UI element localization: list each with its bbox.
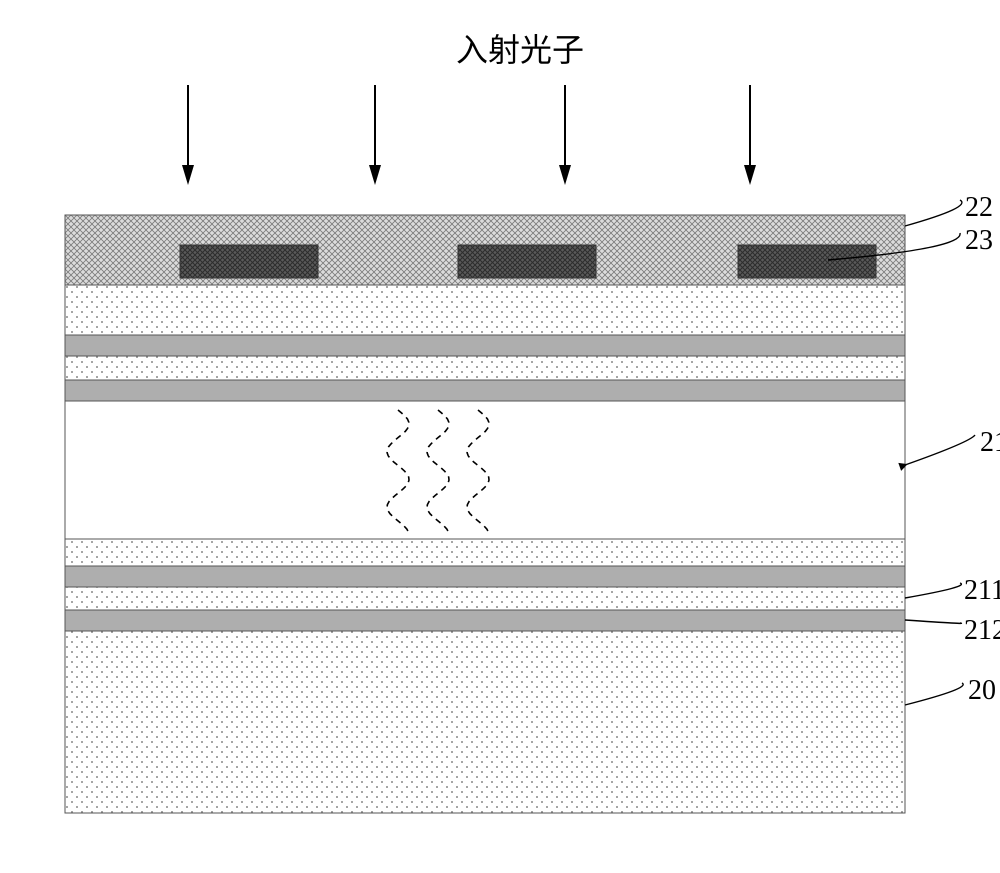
callout-label-212: 212 xyxy=(964,615,1000,647)
callout-label-21: 21 xyxy=(980,427,1000,459)
callout-label-22: 22 xyxy=(965,192,993,224)
diagram-container: 入射光子 2223 21 211 212 20 xyxy=(20,20,1000,853)
callout-label-20: 20 xyxy=(968,675,996,707)
callout-label-211: 211 xyxy=(964,575,1000,607)
callout-label-23: 23 xyxy=(965,225,993,257)
title-text: 入射光子 xyxy=(456,25,584,71)
diagram-svg xyxy=(20,20,1000,853)
layers xyxy=(65,215,905,813)
